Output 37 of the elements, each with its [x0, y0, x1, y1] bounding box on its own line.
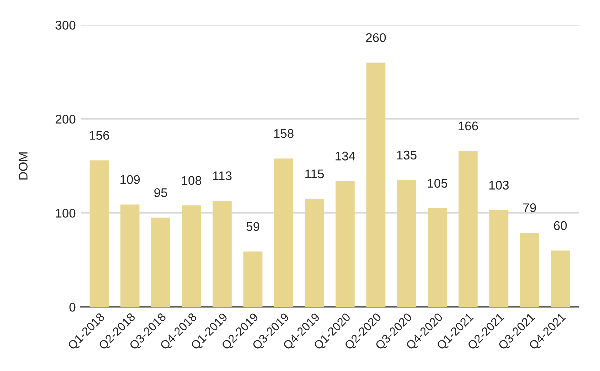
data-label: 156	[90, 131, 110, 140]
bar	[212, 200, 232, 308]
bar	[490, 210, 509, 308]
bar	[244, 252, 263, 308]
y-tick-label: 100	[56, 209, 76, 218]
data-label: 79	[524, 204, 536, 212]
data-label: 113	[213, 172, 232, 180]
bar	[458, 151, 478, 308]
bar	[274, 158, 294, 308]
bar	[520, 232, 540, 308]
y-tick-label: 0	[70, 302, 76, 312]
data-label: 135	[397, 150, 417, 160]
data-label: 108	[182, 176, 202, 186]
data-label: 105	[428, 179, 448, 188]
data-label: 60	[554, 221, 568, 230]
data-label: 260	[366, 33, 386, 42]
data-label: 59	[246, 222, 260, 232]
bar	[366, 62, 386, 308]
data-label: 134	[336, 152, 356, 161]
bar	[336, 181, 355, 308]
data-label: 158	[274, 129, 294, 138]
y-tick-label: 300	[56, 21, 76, 30]
bar	[90, 160, 109, 308]
y-axis-title: DOM	[18, 152, 28, 180]
data-label: 115	[306, 170, 324, 179]
bar	[151, 218, 170, 308]
y-tick-label: 200	[56, 115, 76, 124]
bar	[428, 208, 448, 308]
data-label: 103	[490, 181, 509, 190]
bar	[551, 250, 570, 308]
data-label: 109	[120, 175, 140, 184]
bar	[120, 204, 140, 308]
data-label: 95	[154, 188, 168, 198]
bar	[182, 206, 202, 308]
bar	[305, 199, 324, 308]
bar	[397, 180, 416, 308]
data-label: 166	[458, 122, 478, 131]
